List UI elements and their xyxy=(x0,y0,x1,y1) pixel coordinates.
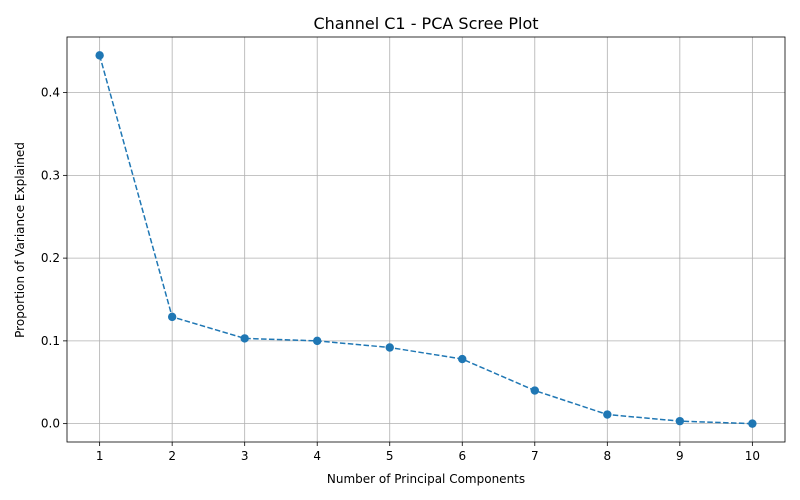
series-layer xyxy=(95,51,757,428)
series-line xyxy=(98,55,753,425)
grid-lines xyxy=(67,37,785,442)
data-point xyxy=(240,334,249,343)
data-point xyxy=(167,312,177,322)
x-tick-label: 2 xyxy=(168,449,176,463)
x-tick-label: 8 xyxy=(603,449,611,463)
x-axis-label: Number of Principal Components xyxy=(327,472,525,486)
x-tick-label: 1 xyxy=(96,449,104,463)
y-tick-label: 0.3 xyxy=(41,168,60,182)
data-point xyxy=(458,354,467,364)
axis-ticks: 1 2 3 4 5 6 7 8 9 10 0.0 0.1 0.2 0.3 0.4 xyxy=(41,86,760,463)
data-point xyxy=(603,410,612,419)
x-tick-label: 5 xyxy=(386,449,394,463)
x-tick-label: 9 xyxy=(676,449,684,463)
x-tick-label: 10 xyxy=(745,449,760,463)
x-tick-label: 4 xyxy=(313,449,321,463)
chart-title: Channel C1 - PCA Scree Plot xyxy=(313,14,538,33)
y-axis-label: Proportion of Variance Explained xyxy=(13,142,27,338)
y-tick-label: 0.4 xyxy=(41,86,60,100)
x-tick-label: 6 xyxy=(458,449,466,463)
x-tick-label: 3 xyxy=(241,449,249,463)
x-tick-label: 7 xyxy=(531,449,539,463)
y-tick-label: 0.0 xyxy=(41,417,60,431)
data-point xyxy=(385,343,394,352)
data-point xyxy=(530,386,539,395)
data-point xyxy=(313,336,322,346)
y-tick-label: 0.2 xyxy=(41,251,60,265)
y-tick-label: 0.1 xyxy=(41,334,60,348)
data-point xyxy=(675,416,685,426)
data-point xyxy=(748,419,757,428)
plot-frame xyxy=(66,36,786,443)
data-point xyxy=(95,51,104,60)
